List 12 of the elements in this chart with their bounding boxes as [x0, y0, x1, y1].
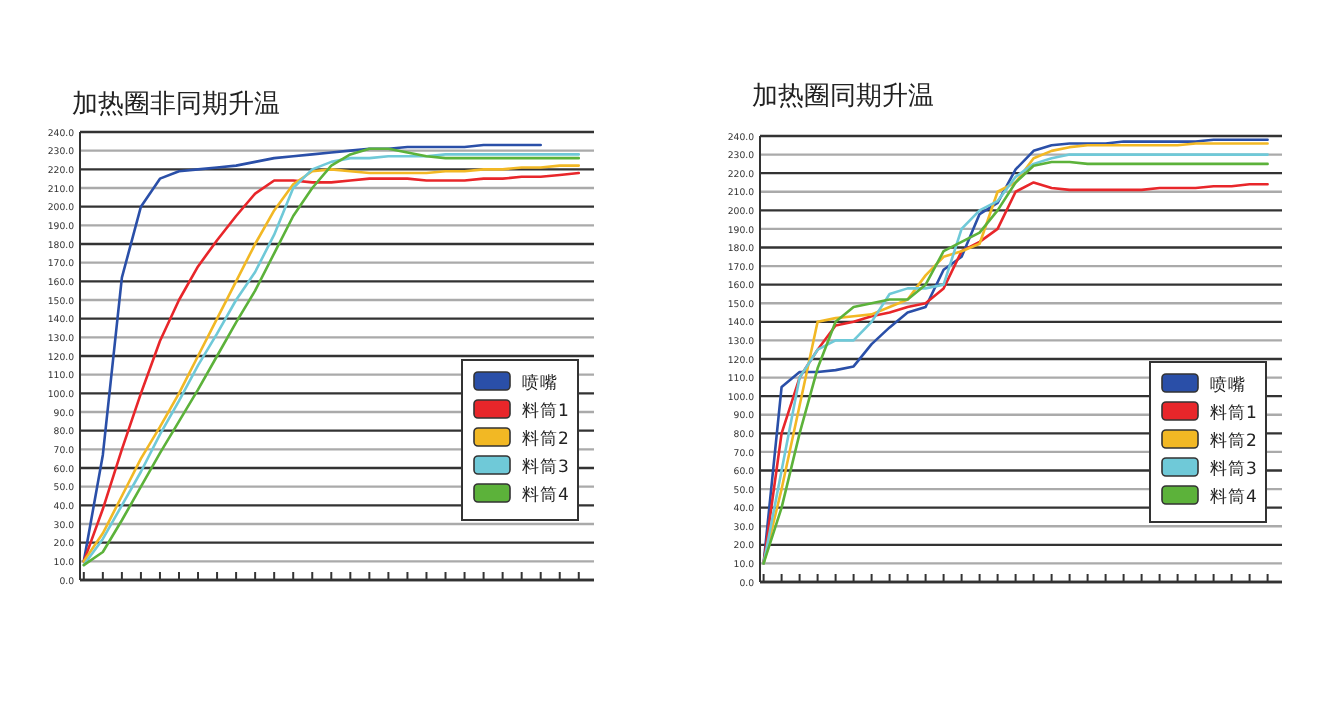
legend-label: 喷嘴 [522, 372, 558, 394]
legend-label: 料筒4 [1210, 486, 1257, 508]
legend-label: 喷嘴 [1210, 374, 1246, 396]
legend-label: 料筒2 [522, 428, 569, 450]
legend-label: 料筒3 [522, 456, 569, 478]
chart-title: 加热圈同期升温 [752, 82, 934, 112]
legend-label: 料筒3 [1210, 458, 1257, 480]
chart-title: 加热圈非同期升温 [72, 90, 280, 120]
legend-label: 料筒2 [1210, 430, 1257, 452]
legend-label: 料筒1 [1210, 402, 1257, 424]
legend-label: 料筒1 [522, 400, 569, 422]
legend-label: 料筒4 [522, 484, 569, 506]
